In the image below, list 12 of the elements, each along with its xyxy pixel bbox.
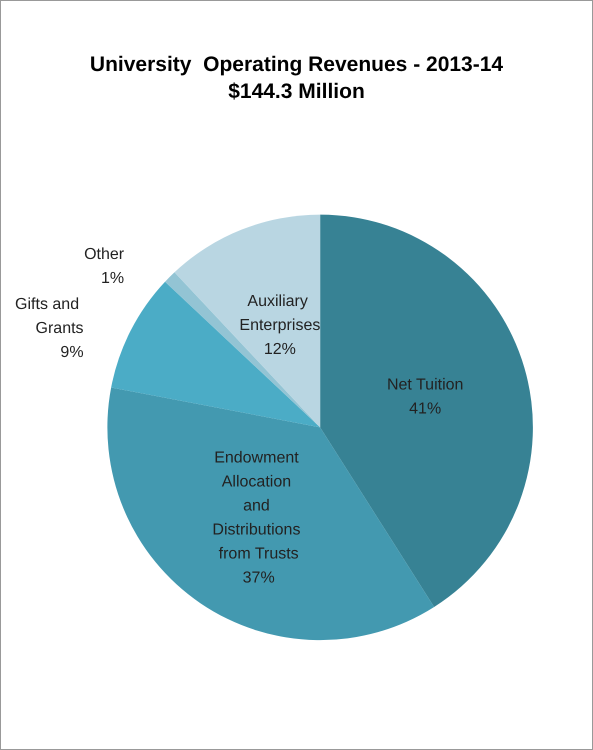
data-label: 12% (264, 341, 296, 358)
data-label: 41% (409, 400, 442, 418)
slice-label: Endowment Allocation and Distributions from Trusts (212, 449, 305, 562)
slice-label: Other (84, 246, 125, 263)
slice-label: Gifts and Grants (15, 296, 84, 337)
data-label: 1% (100, 270, 124, 287)
chart-subtitle: $144.3 Million (228, 80, 365, 103)
slice-label: Auxiliary Enterprises (239, 293, 320, 334)
slice-label: Net Tuition (386, 376, 464, 394)
data-label: 9% (60, 344, 84, 361)
data-label: 37% (242, 569, 275, 586)
chart-title: University Operating Revenues - 2013-14 (90, 53, 504, 76)
